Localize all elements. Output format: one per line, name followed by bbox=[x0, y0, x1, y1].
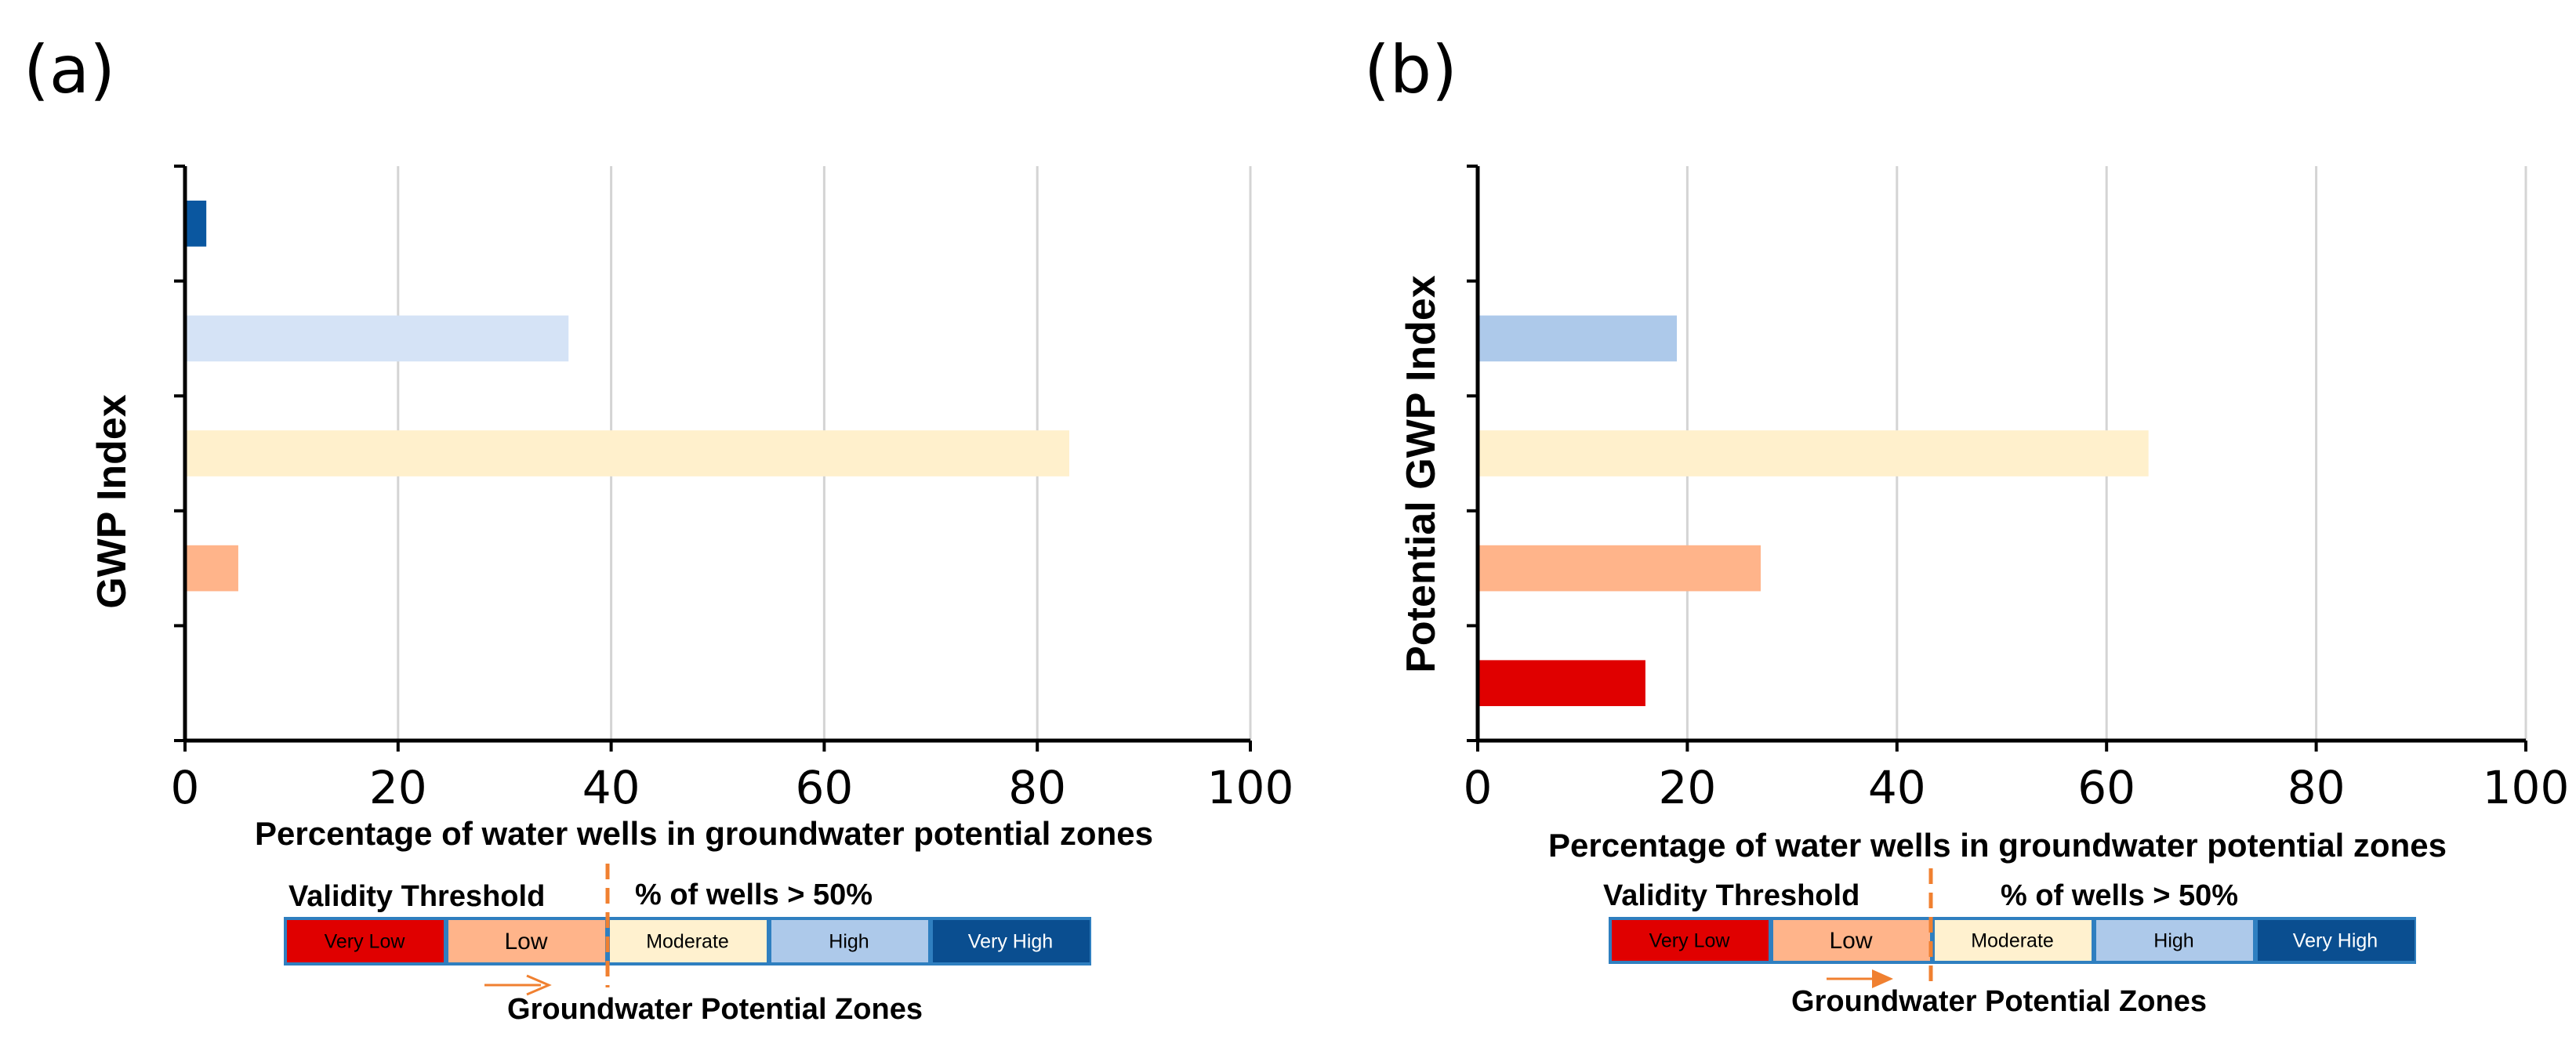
panel-b-zone-label-very-low: Very Low bbox=[1649, 930, 1731, 952]
panel-a-x-tick-label: 60 bbox=[795, 761, 853, 814]
panel-b-wells-threshold-label: % of wells > 50% bbox=[2001, 879, 2238, 912]
panel-a-y-axis-title: GWP Index bbox=[89, 394, 135, 609]
panel-a-x-tick-label: 20 bbox=[369, 761, 427, 814]
panel-b-x-tick-label: 40 bbox=[1868, 761, 1926, 814]
panel-a-axes bbox=[174, 165, 1252, 752]
panel-a-zone-label-very-high: Very High bbox=[968, 931, 1053, 953]
panel-a-bar-high bbox=[185, 315, 569, 362]
panel-a-x-tick-label: 40 bbox=[582, 761, 640, 814]
panel-a-zone-bar: Very Low Low Moderate High Very High bbox=[284, 917, 1091, 965]
panel-b-x-tick-labels: 0 20 40 60 80 100 bbox=[1464, 761, 2570, 814]
panel-a-wells-threshold-label: % of wells > 50% bbox=[635, 879, 873, 911]
panel-b-zone-swatch-low bbox=[1773, 920, 1930, 961]
panel-b-zones-caption: Groundwater Potential Zones bbox=[1791, 985, 2207, 1018]
panel-a-bars bbox=[185, 200, 1069, 592]
panel-b-x-tick-label: 60 bbox=[2077, 761, 2135, 814]
panel-b-label: (b) bbox=[1364, 31, 1457, 108]
panel-b-x-tick-label: 0 bbox=[1464, 761, 1493, 814]
panel-a-zone-swatch-high bbox=[771, 920, 928, 962]
panel-a-arrow-icon bbox=[484, 974, 552, 996]
panel-a-bar-moderate bbox=[185, 430, 1069, 476]
panel-b-validity-threshold-label: Validity Threshold bbox=[1603, 879, 1859, 912]
panel-b-zone-swatch-high bbox=[2096, 920, 2253, 961]
panel-b-x-tick-label: 20 bbox=[1658, 761, 1716, 814]
panel-a-zone-swatch-moderate bbox=[610, 920, 767, 962]
panel-b-zone-swatch-very-low bbox=[1612, 920, 1769, 961]
panel-a-zone-label-high: High bbox=[829, 931, 869, 953]
panel-b-x-tick-label: 80 bbox=[2288, 761, 2346, 814]
panel-b-zone-label-very-high: Very High bbox=[2293, 930, 2378, 952]
panel-a-zone-swatch-low bbox=[448, 920, 605, 962]
panel-b-zone-swatch-very-high bbox=[2258, 920, 2415, 961]
panel-b-bar-moderate bbox=[1478, 430, 2149, 476]
panel-b: (b) 0 20 40 60 80 100 Potential GWP Index Per… bbox=[1364, 31, 2569, 1018]
panel-b-zone-label-high: High bbox=[2153, 930, 2193, 952]
panel-a-x-tick-label: 80 bbox=[1008, 761, 1066, 814]
panel-a-zone-swatch-very-low bbox=[287, 920, 444, 962]
panel-a-zones-caption: Groundwater Potential Zones bbox=[507, 993, 923, 1026]
panel-b-zone-legend: Validity Threshold % of wells > 50% Very… bbox=[1603, 868, 2416, 1018]
panel-b-bars bbox=[1478, 315, 2149, 707]
panel-b-bar-high bbox=[1478, 315, 1678, 362]
panel-a-zone-swatch-very-high bbox=[933, 920, 1090, 962]
panel-a-zone-label-moderate: Moderate bbox=[646, 931, 729, 953]
panel-a-x-tick-label: 100 bbox=[1207, 761, 1294, 814]
panel-a-x-tick-labels: 0 20 40 60 80 100 bbox=[171, 761, 1294, 814]
panel-a-label: (a) bbox=[24, 31, 115, 108]
panel-b-zone-label-low: Low bbox=[1829, 928, 1872, 954]
panel-b-arrow-icon bbox=[1827, 969, 1893, 988]
panel-b-y-axis-title: Potential GWP Index bbox=[1399, 275, 1444, 673]
panel-b-zone-bar: Very Low Low Moderate High Very High bbox=[1609, 917, 2416, 964]
panel-a-validity-threshold-label: Validity Threshold bbox=[288, 880, 545, 913]
panel-b-bar-very-low bbox=[1478, 660, 1645, 707]
panel-b-gridlines bbox=[1685, 166, 2527, 741]
panel-a: (a) 0 20 40 60 80 100 GWP Index Percentage of… bbox=[24, 31, 1293, 1026]
panel-a-bar-low bbox=[185, 545, 238, 592]
panel-a-x-tick-label: 0 bbox=[171, 761, 200, 814]
panel-a-zone-legend: Validity Threshold % of wells > 50% Very… bbox=[284, 864, 1091, 1026]
panel-a-zone-label-low: Low bbox=[504, 929, 547, 955]
panel-b-x-axis-title: Percentage of water wells in groundwater… bbox=[1548, 827, 2447, 864]
panel-b-zone-label-moderate: Moderate bbox=[1971, 930, 2054, 952]
panel-b-bar-low bbox=[1478, 545, 1761, 592]
panel-b-x-tick-label: 100 bbox=[2483, 761, 2570, 814]
panel-a-bar-very-high bbox=[185, 200, 207, 247]
panel-b-axes bbox=[1467, 165, 2527, 752]
panel-a-x-axis-title: Percentage of water wells in groundwater… bbox=[255, 815, 1153, 852]
panel-a-zone-label-very-low: Very Low bbox=[325, 931, 406, 953]
panel-b-zone-swatch-moderate bbox=[1935, 920, 2092, 961]
